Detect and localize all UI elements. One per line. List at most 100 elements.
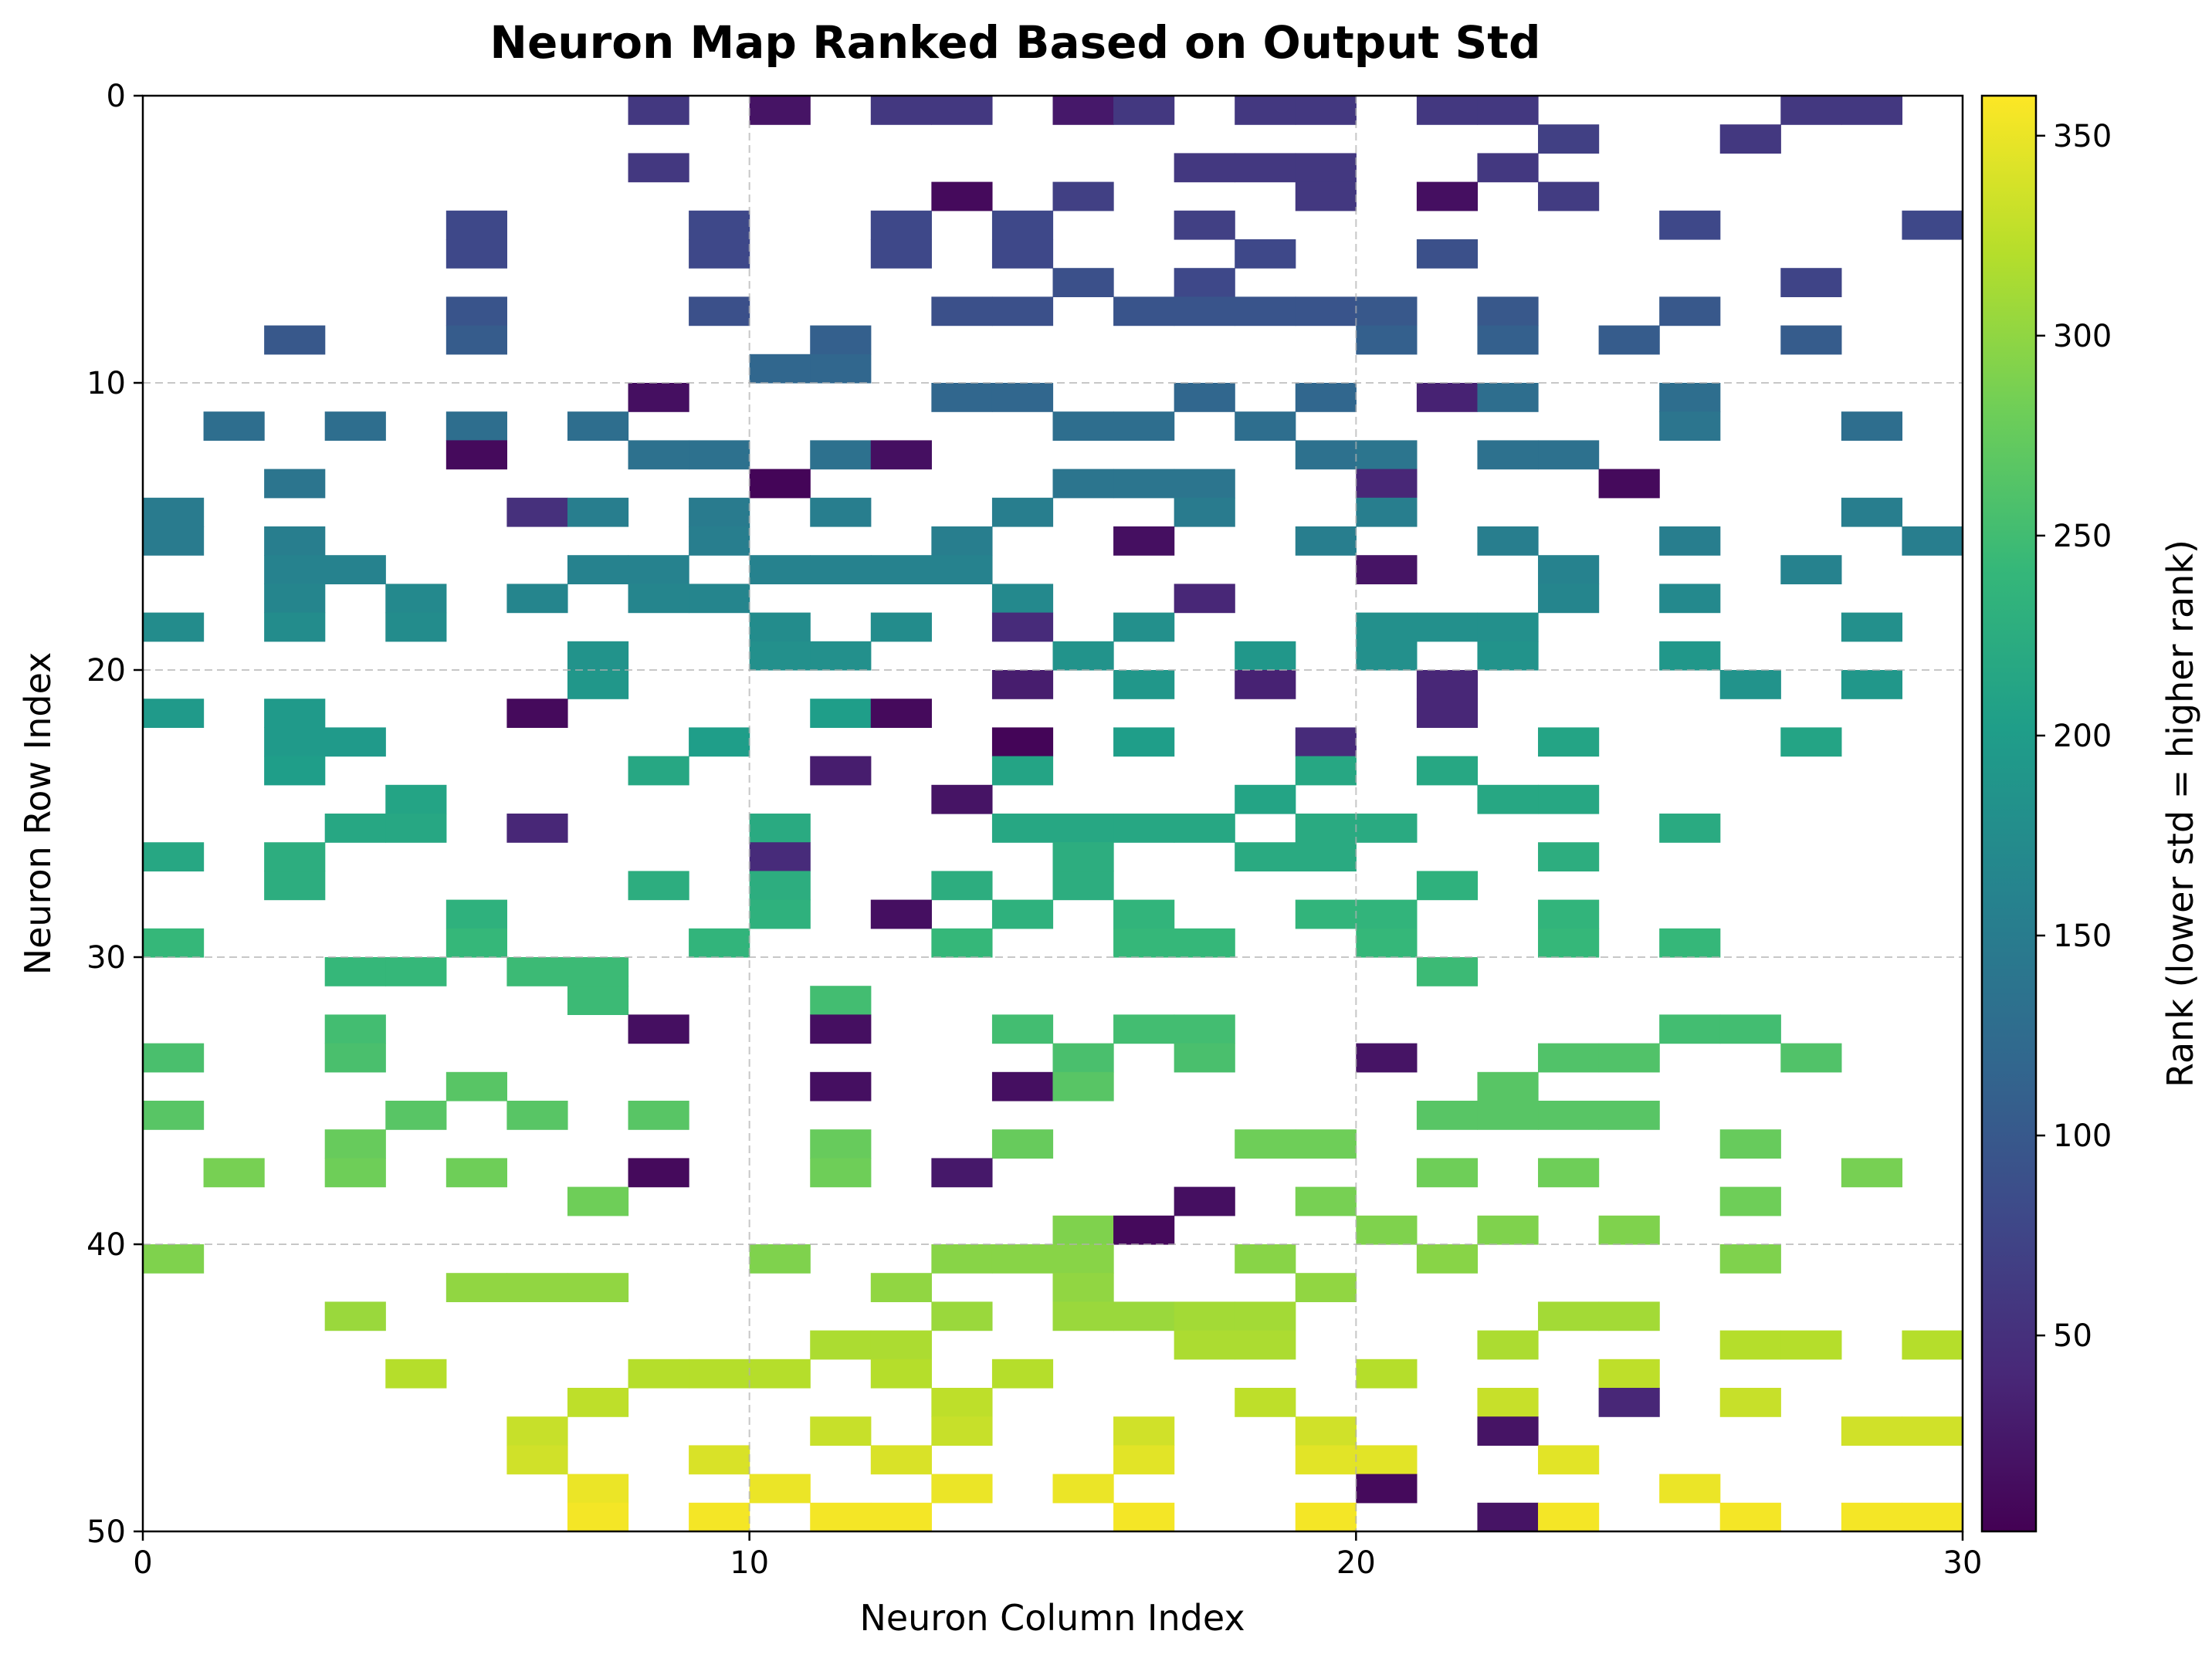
heatmap-cell — [1295, 383, 1357, 412]
y-axis-ticks: 0 10 20 30 40 50 — [86, 79, 143, 1550]
x-tick-label: 0 — [133, 1545, 152, 1581]
heatmap-cell — [445, 210, 507, 240]
heatmap-cell — [445, 1071, 507, 1101]
heatmap-cell — [1477, 612, 1539, 642]
heatmap-cell — [1174, 268, 1235, 297]
heatmap-cell — [1235, 1244, 1296, 1274]
heatmap-cell — [931, 1474, 993, 1504]
heatmap-cell — [1113, 526, 1175, 556]
colorbar-tick-label: 150 — [2053, 919, 2112, 954]
heatmap-cell — [1416, 1101, 1479, 1130]
heatmap-cell — [1295, 756, 1357, 786]
heatmap-cell — [1477, 784, 1539, 814]
heatmap-cell — [1780, 1330, 1842, 1360]
heatmap-cell — [749, 469, 811, 499]
heatmap-cell — [1113, 96, 1175, 125]
heatmap-cell — [1416, 756, 1479, 786]
heatmap-cell — [1295, 440, 1357, 470]
heatmap-cell — [1356, 1359, 1418, 1389]
heatmap-cell — [506, 1273, 568, 1302]
heatmap-cell — [991, 756, 1054, 786]
heatmap-cell — [628, 1158, 689, 1188]
heatmap-cell — [1113, 899, 1175, 929]
heatmap-cell — [1416, 383, 1479, 412]
heatmap-cell — [931, 928, 993, 958]
heatmap-cell — [1538, 1043, 1600, 1073]
heatmap-cell — [870, 1330, 932, 1360]
heatmap-cell — [1598, 1359, 1660, 1389]
heatmap-cell — [749, 555, 811, 584]
heatmap-cell — [991, 612, 1054, 642]
heatmap-cell — [991, 239, 1054, 269]
heatmap-cell — [1598, 1301, 1660, 1331]
heatmap-cell — [1598, 1215, 1660, 1245]
heatmap-cell — [1052, 96, 1114, 125]
heatmap-cell — [870, 1445, 932, 1475]
heatmap-cell — [870, 1273, 932, 1302]
heatmap-cell — [810, 986, 872, 1015]
heatmap-cell — [931, 871, 993, 901]
heatmap-cell — [689, 497, 750, 527]
heatmap-cell — [1052, 181, 1114, 211]
heatmap-cell — [1113, 670, 1175, 699]
colorbar-ticks: 50 100 150 200 250 300 350 — [2036, 119, 2112, 1354]
heatmap-cell — [1356, 641, 1418, 671]
heatmap-cell — [1174, 1043, 1235, 1073]
heatmap-cell — [567, 641, 629, 671]
heatmap-cell — [689, 210, 750, 240]
heatmap-cell — [810, 1071, 872, 1101]
heatmap-cell — [1174, 153, 1235, 183]
heatmap-cell — [1902, 1330, 1963, 1360]
heatmap-cell — [1235, 96, 1296, 125]
heatmap-cell — [324, 1129, 386, 1159]
heatmap-cell — [1416, 239, 1479, 269]
y-tick-label: 20 — [86, 653, 126, 689]
heatmap-cell — [1659, 411, 1721, 441]
heatmap-cell — [1659, 928, 1721, 958]
heatmap-cell — [749, 814, 811, 843]
heatmap-cell — [931, 1388, 993, 1417]
heatmap-cell — [445, 1273, 507, 1302]
heatmap-cell — [324, 555, 386, 584]
heatmap-cell — [143, 1101, 205, 1130]
heatmap-cell — [1052, 1244, 1114, 1274]
heatmap-cell — [1113, 1416, 1175, 1446]
y-axis-label: Neuron Row Index — [17, 652, 59, 976]
heatmap-cell — [1477, 1388, 1539, 1417]
heatmap-cell — [1416, 181, 1479, 211]
heatmap-cell — [385, 784, 447, 814]
heatmap-cell — [870, 555, 932, 584]
heatmap-cell — [1235, 842, 1296, 871]
heatmap-cell — [1477, 296, 1539, 327]
heatmap-cell — [689, 526, 750, 556]
heatmap-cell — [810, 325, 872, 355]
plot-frame — [141, 94, 1964, 1533]
y-tick-label: 10 — [86, 366, 126, 401]
heatmap-cell — [1174, 1330, 1235, 1360]
heatmap-cell — [1295, 1186, 1357, 1216]
colorbar-label: Rank (lower std = higher rank) — [2159, 540, 2201, 1088]
heatmap-cell — [870, 899, 932, 929]
heatmap-cell — [1235, 1388, 1296, 1417]
heatmap-cell — [1174, 1186, 1235, 1216]
heatmap-cell — [870, 440, 932, 470]
heatmap-cell — [628, 584, 689, 614]
heatmap-cell — [385, 1359, 447, 1389]
heatmap-cell — [810, 555, 872, 584]
heatmap-cell — [1598, 1101, 1660, 1130]
heatmap-cell — [1477, 641, 1539, 671]
heatmap-cell — [324, 1158, 386, 1188]
heatmap-cell — [385, 612, 447, 642]
heatmap-cell — [143, 928, 205, 958]
heatmap-cell — [143, 526, 205, 556]
heatmap-cell — [749, 612, 811, 642]
heatmap-cell — [628, 383, 689, 412]
heatmap-cell — [1295, 1273, 1357, 1302]
heatmap-cell — [1477, 1101, 1539, 1130]
y-tick-label: 50 — [86, 1514, 126, 1550]
heatmap-cell — [810, 641, 872, 671]
heatmap-cell — [689, 727, 750, 757]
heatmap-cell — [1174, 497, 1235, 527]
heatmap-cell — [1902, 210, 1963, 240]
